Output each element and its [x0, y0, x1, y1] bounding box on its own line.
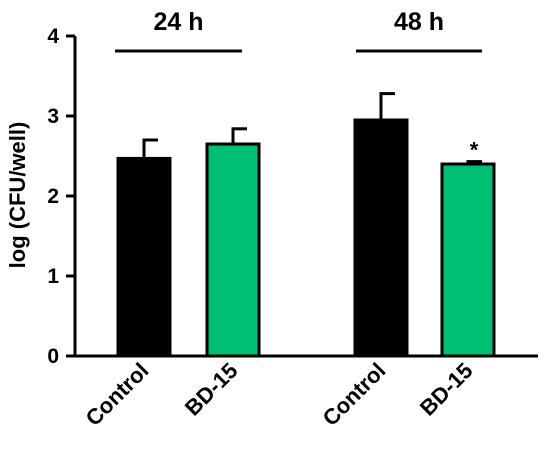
x-tick-label: Control — [318, 358, 391, 431]
group-labels: 24 h 48 h — [115, 8, 482, 53]
significance-marker: * — [470, 138, 479, 163]
bar-bd-15 — [205, 142, 261, 358]
x-tick-label: Control — [81, 358, 154, 431]
bar-control — [353, 118, 409, 358]
y-tick-label: 2 — [47, 185, 59, 208]
y-axis-label: log (CFU/well) — [5, 122, 30, 269]
y-tick-label: 1 — [47, 265, 59, 288]
bar-bd-15 — [440, 162, 496, 358]
x-tick-label: BD-15 — [180, 358, 243, 421]
x-tick-label: BD-15 — [415, 358, 478, 421]
group-label: 24 h — [153, 8, 203, 36]
group-label: 48 h — [394, 8, 444, 36]
bar-control — [116, 156, 172, 358]
y-tick-label: 3 — [47, 105, 59, 128]
category-labels: Control BD-15 Control BD-15 — [81, 358, 478, 431]
y-ticks: 0 1 2 3 4 — [47, 25, 75, 368]
y-tick-label: 0 — [47, 345, 59, 368]
bars: * — [116, 92, 496, 358]
y-tick-label: 4 — [47, 25, 59, 48]
